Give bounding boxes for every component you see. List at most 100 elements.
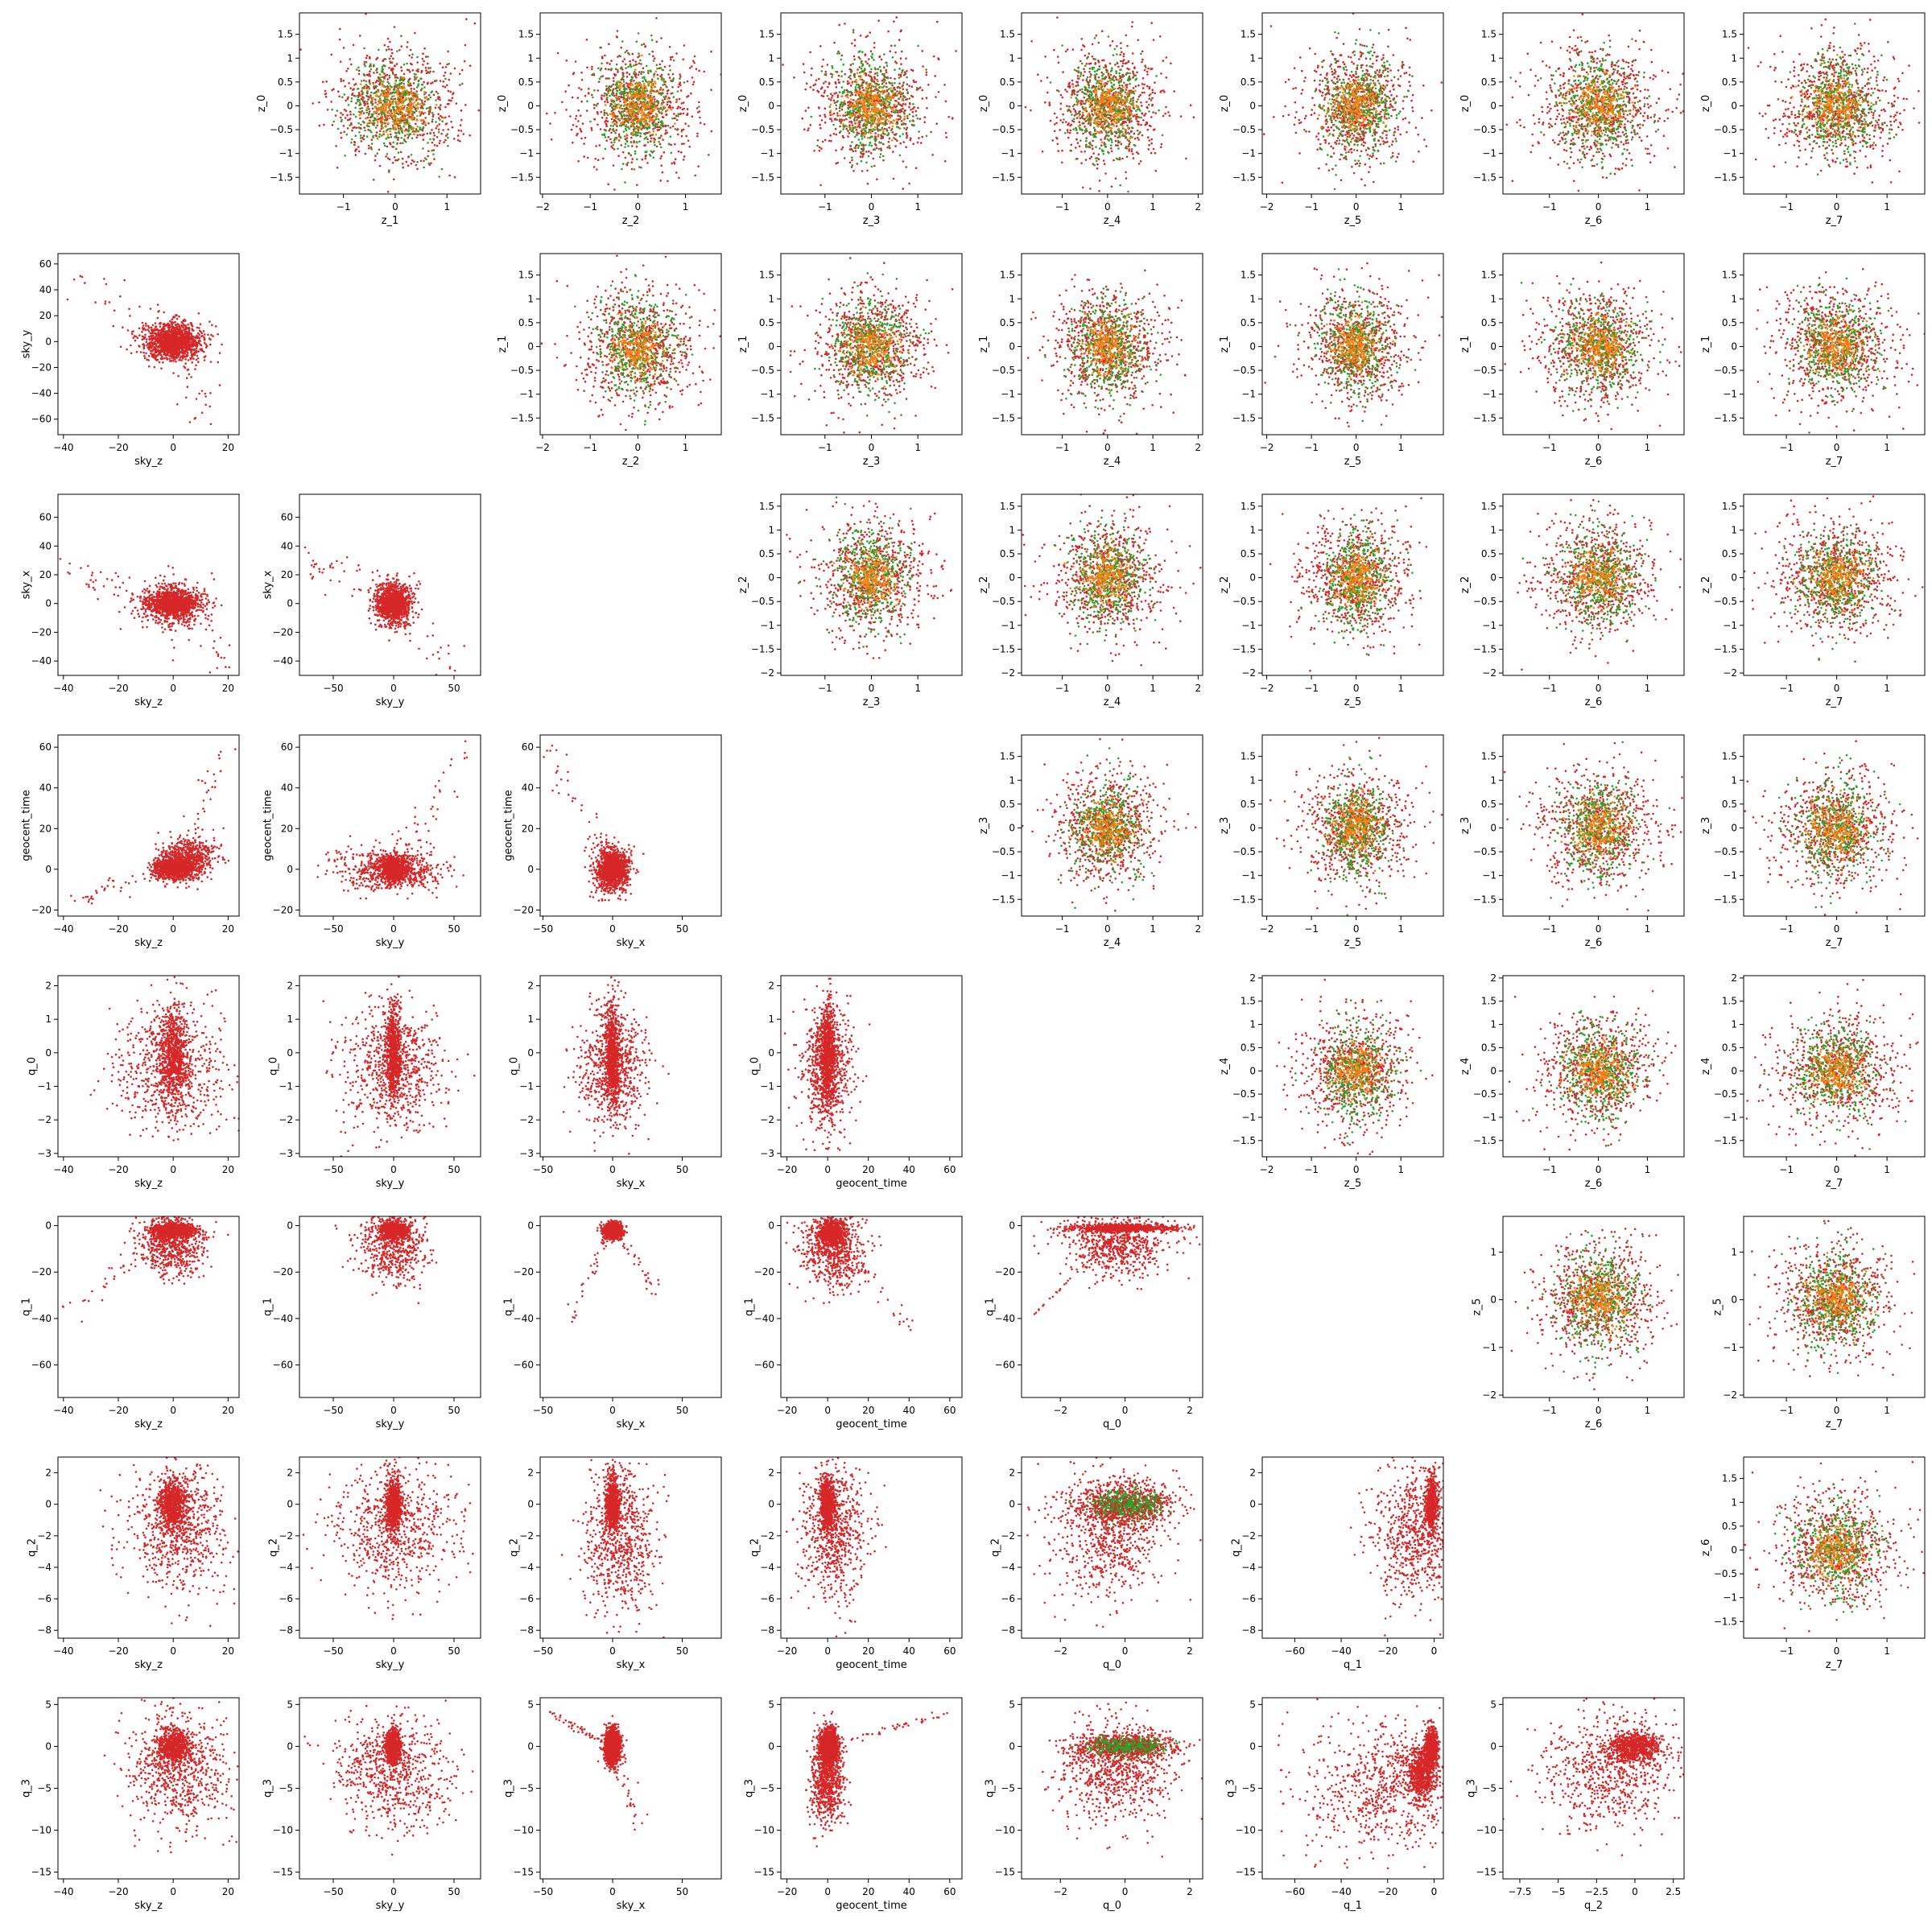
scatter-point: [393, 124, 395, 126]
scatter-point: [917, 107, 919, 109]
scatter-point: [681, 102, 683, 105]
scatter-point: [842, 80, 844, 83]
scatter-point: [899, 142, 902, 145]
scatter-point: [371, 148, 374, 151]
scatter-point: [407, 108, 410, 110]
scatter-point: [1070, 130, 1072, 132]
scatter-point: [902, 160, 905, 163]
scatter-point: [395, 101, 398, 103]
scatter-point: [452, 97, 454, 99]
scatter-point: [385, 58, 387, 60]
scatter-point: [866, 101, 869, 103]
scatter-point: [322, 81, 324, 84]
scatter-point: [374, 98, 377, 101]
scatter-point: [392, 118, 394, 121]
scatter-point: [427, 98, 430, 101]
scatter-point: [838, 81, 840, 84]
scatter-point: [820, 147, 823, 150]
scatter-point: [364, 101, 366, 103]
scatter-point: [1118, 85, 1121, 87]
scatter-point: [398, 118, 400, 121]
scatter-point: [1146, 106, 1149, 109]
scatter-point: [397, 91, 399, 93]
scatter-point: [1125, 62, 1128, 64]
scatter-point: [1139, 94, 1141, 97]
scatter-point: [669, 46, 671, 48]
scatter-point: [627, 118, 630, 121]
scatter-point: [457, 134, 460, 137]
scatter-point: [1067, 124, 1069, 126]
scatter-point: [396, 50, 398, 52]
scatter-point: [1065, 121, 1067, 123]
scatter-point: [323, 124, 325, 126]
scatter-point: [1092, 152, 1095, 155]
scatter-point: [636, 81, 638, 84]
scatter-point: [886, 94, 889, 97]
scatter-point: [861, 68, 863, 70]
scatter-point: [674, 122, 676, 125]
scatter-point: [625, 104, 627, 106]
scatter-point: [361, 88, 364, 90]
scatter-point: [617, 115, 619, 118]
scatter-point: [634, 64, 637, 66]
scatter-point: [671, 118, 674, 120]
scatter-point: [873, 59, 875, 61]
scatter-point: [378, 113, 380, 115]
scatter-point: [906, 127, 909, 130]
scatter-point: [430, 162, 432, 164]
scatter-point: [893, 137, 895, 139]
scatter-point: [855, 111, 857, 114]
scatter-point: [382, 90, 384, 93]
scatter-point: [671, 56, 674, 59]
scatter-point: [679, 73, 681, 76]
scatter-point: [646, 138, 649, 141]
scatter-point: [1140, 101, 1142, 104]
scatter-point: [421, 122, 423, 125]
scatter-point: [849, 75, 852, 77]
scatter-point: [677, 134, 679, 136]
scatter-point: [395, 111, 398, 114]
scatter-point: [390, 101, 393, 104]
scatter-point: [1132, 71, 1134, 73]
scatter-point: [650, 89, 652, 92]
scatter-point: [397, 126, 399, 129]
scatter-point: [858, 114, 861, 117]
scatter-point: [827, 86, 829, 89]
scatter-point: [865, 60, 867, 63]
scatter-point: [351, 97, 353, 100]
scatter-point: [667, 73, 670, 76]
scatter-point: [886, 72, 888, 74]
scatter-point: [423, 86, 426, 89]
scatter-point: [638, 52, 640, 55]
scatter-point: [861, 116, 864, 118]
scatter-point: [880, 86, 882, 89]
scatter-point: [444, 78, 447, 80]
scatter-point: [865, 144, 867, 147]
scatter-point: [1073, 89, 1075, 92]
scatter-point: [644, 78, 646, 80]
scatter-point: [384, 100, 386, 102]
scatter-point: [1115, 144, 1117, 147]
scatter-point: [371, 115, 374, 118]
scatter-point: [1088, 63, 1091, 65]
scatter-point: [632, 91, 634, 93]
scatter-point: [664, 133, 667, 135]
scatter-point: [869, 142, 872, 144]
scatter-point: [1116, 72, 1118, 75]
scatter-point: [662, 69, 664, 72]
scatter-point: [601, 117, 604, 119]
scatter-point: [832, 124, 835, 126]
scatter-point: [896, 62, 898, 64]
scatter-point: [634, 60, 637, 63]
scatter-point: [450, 121, 452, 123]
scatter-point: [886, 128, 888, 130]
scatter-point: [855, 86, 857, 89]
scatter-point: [396, 132, 398, 134]
scatter-point: [400, 137, 402, 139]
scatter-point: [430, 92, 432, 94]
scatter-point: [642, 80, 644, 83]
scatter-point: [866, 89, 869, 92]
scatter-point: [439, 140, 441, 142]
scatter-point: [603, 114, 605, 116]
scatter-point: [873, 76, 876, 79]
